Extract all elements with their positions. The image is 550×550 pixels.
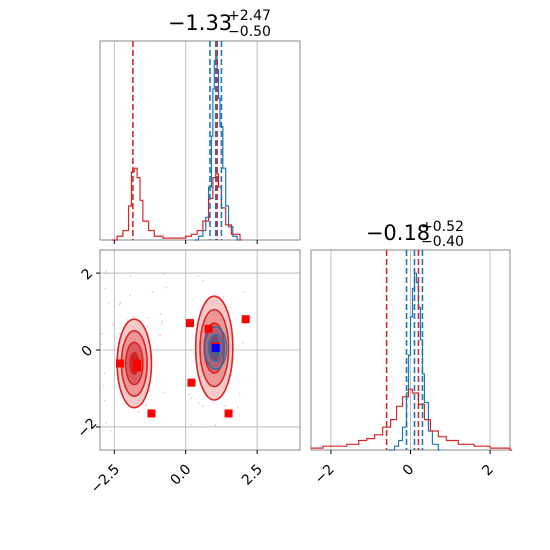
joint-scatter-point [129, 294, 131, 297]
joint-scatter-point [185, 364, 187, 367]
joint-scatter-point [190, 423, 193, 426]
joint-scatter-point [137, 411, 140, 414]
joint-scatter-point [163, 273, 166, 275]
marginal-y-title: −0.18 [366, 221, 430, 245]
marginal-x-title: −1.33 [168, 11, 232, 35]
joint-x-tick-label: 0.0 [167, 462, 194, 489]
marginal-x-ticks [113, 240, 258, 244]
joint-scatter-point [188, 393, 191, 396]
joint-scatter-point [162, 391, 165, 394]
joint-scatter-point [197, 425, 200, 428]
joint-scatter-point [103, 399, 106, 402]
marginal-x-grid [113, 41, 258, 240]
joint-scatter-point [190, 397, 193, 400]
joint-red-marker [186, 319, 194, 328]
joint-markers [116, 315, 250, 418]
joint-scatter-point [184, 349, 187, 352]
joint-scatter-point [159, 313, 162, 316]
joint-scatter-point [200, 426, 203, 429]
joint-scatter-point [105, 269, 108, 272]
joint-scatter-point [238, 392, 241, 395]
marginal-y-ticks: −2 0 2 [312, 450, 497, 487]
joint-scatter-point [118, 303, 121, 306]
joint-scatter-point [145, 325, 148, 328]
marginal-y-quantiles [385, 250, 424, 450]
joint-scatter-point [145, 404, 147, 407]
joint-scatter-point [104, 272, 107, 275]
joint-y-tick-label: 0 [79, 343, 97, 361]
marginal-y-tick-label: 2 [479, 462, 497, 480]
joint-scatter-point [236, 406, 239, 409]
joint-scatter-point [241, 341, 244, 344]
joint-x-tick-label: −2.5 [88, 462, 123, 497]
joint-scatter-point [119, 302, 122, 304]
joint-x-tick-label: 2.5 [239, 462, 266, 489]
marginal-y-title-sub: −0.40 [421, 234, 464, 250]
joint-red-marker [204, 324, 213, 333]
joint-red-marker [224, 409, 233, 418]
joint-scatter-point [104, 287, 107, 290]
joint-scatter-point [158, 334, 161, 337]
joint-red-marker [187, 378, 196, 387]
joint-red-marker [133, 363, 142, 372]
marginal-y-title-sup: +0.52 [421, 219, 464, 235]
marginal-y-tick-label: −2 [312, 462, 338, 488]
joint-scatter-point [212, 401, 215, 404]
joint-scatter-point [147, 317, 150, 319]
marginal-x-quantiles [132, 41, 223, 240]
joint-scatter-point [202, 279, 205, 282]
joint-scatter-point [102, 384, 105, 387]
joint-scatter-point [222, 295, 225, 298]
joint-scatter-point [224, 404, 227, 407]
marginal-y-series-0 [388, 272, 441, 451]
joint-scatter-point [100, 343, 103, 345]
joint-scatter-point [201, 405, 204, 407]
joint-scatter-point [103, 372, 106, 375]
joint-scatter-point [197, 275, 200, 278]
joint-scatter-point [160, 322, 163, 325]
marginal-y-series-1 [311, 388, 512, 451]
marginal-histogram-x: −1.33 +2.47 −0.50 [99, 8, 301, 244]
joint-scatter-point [126, 319, 128, 321]
joint-scatter-point [110, 429, 113, 432]
joint-scatter-point [107, 301, 110, 304]
joint-red-marker [116, 359, 124, 368]
joint-scatter-point [111, 323, 114, 326]
joint-density-panel: −2.5 0.0 2.5 −2 0 2 [74, 249, 301, 497]
marginal-x-title-sup: +2.47 [228, 8, 271, 24]
joint-scatter-point [133, 316, 136, 319]
joint-scatter-point [198, 402, 201, 405]
joint-scatter-point [165, 286, 168, 289]
marginal-y-tick-label: 0 [400, 462, 418, 480]
marginal-histogram-y: −0.18 +0.52 −0.40 −2 0 2 [310, 219, 512, 487]
marginal-x-series-0 [194, 56, 240, 241]
marginal-y-series [311, 272, 512, 451]
joint-scatter-point [161, 320, 164, 323]
joint-scatter-point [129, 275, 132, 278]
marginal-x-title-sub: −0.50 [228, 24, 271, 40]
joint-red-marker [147, 409, 156, 418]
joint-scatter-point [105, 422, 108, 424]
joint-scatter-point [101, 332, 103, 335]
joint-scatter-point [151, 291, 154, 294]
joint-scatter-point [242, 290, 245, 293]
joint-red-marker [241, 315, 250, 324]
joint-y-tick-label: −2 [74, 415, 100, 441]
joint-y-tick-label: 2 [79, 266, 97, 284]
joint-blue-marker [211, 344, 220, 353]
marginal-x-frame [99, 40, 301, 241]
joint-scatter-point [214, 424, 217, 426]
